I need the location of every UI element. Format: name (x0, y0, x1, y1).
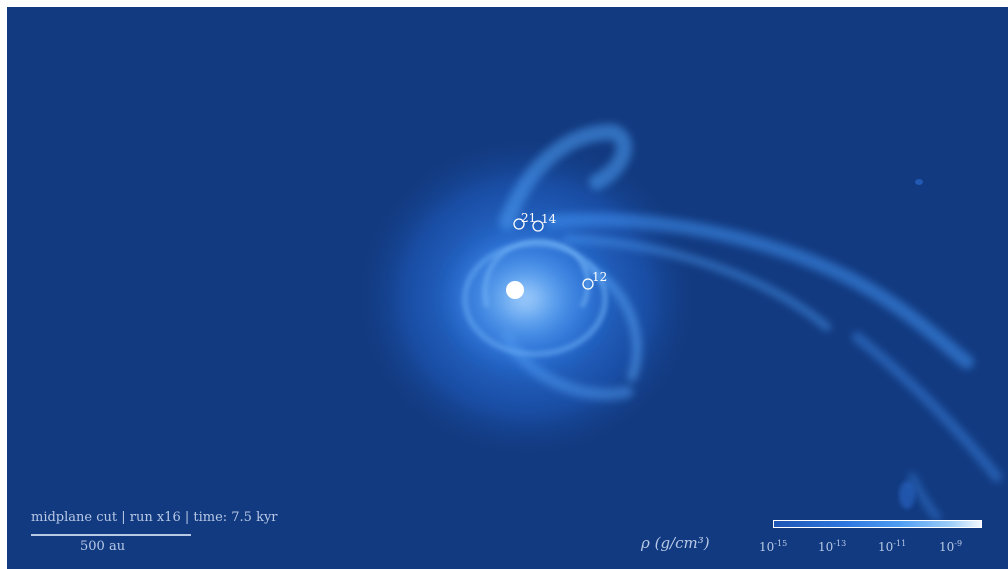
arm-north (499, 123, 632, 230)
disk-core (440, 229, 610, 369)
central-sink (506, 281, 524, 299)
scalebar-label: 500 au (80, 539, 126, 554)
sink-marker-12 (582, 278, 594, 290)
filament-east (545, 212, 974, 369)
caption-text: midplane cut | run x16 | time: 7.5 kyr (31, 510, 278, 525)
filament-southeast (852, 332, 1002, 482)
colorbar (773, 520, 982, 528)
sink-marker-14 (532, 220, 544, 232)
sink-marker-21 (513, 218, 525, 230)
scalebar-line (31, 534, 191, 536)
colorbar-tick: 10-13 (818, 539, 847, 554)
sink-label-21: 21 (521, 211, 537, 225)
filament-lower-right (908, 473, 941, 521)
density-map (352, 123, 1002, 521)
simulation-frame: 21 14 12 midplane cut | run x16 | time: … (7, 7, 1008, 569)
clump-east (915, 179, 923, 185)
filament-east-2 (563, 235, 831, 331)
sink-label-14: 14 (541, 212, 557, 226)
sink-label-12: 12 (592, 270, 608, 284)
colorbar-tick: 10-9 (939, 539, 963, 554)
colorbar-title: ρ (g/cm³) (641, 534, 710, 552)
colorbar-tick: 10-15 (759, 539, 788, 554)
colorbar-tick: 10-11 (878, 539, 907, 554)
clump-southeast (899, 481, 915, 509)
